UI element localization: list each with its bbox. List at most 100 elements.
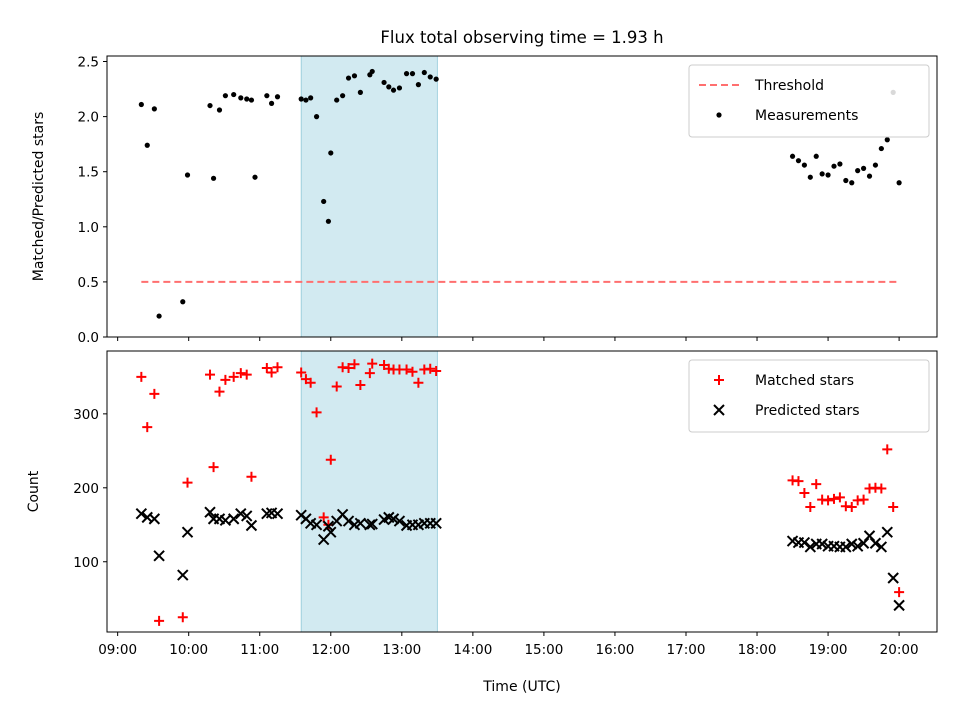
series-dot: [138, 68, 902, 319]
legend-box: [688, 359, 930, 433]
data-point: [857, 537, 870, 549]
data-point: [881, 526, 893, 538]
data-point: [860, 165, 867, 171]
data-point: [801, 162, 807, 168]
data-point: [823, 495, 834, 506]
data-point: [825, 172, 831, 178]
x-tick-label: 13:00: [382, 642, 421, 658]
x-tick-label: 17:00: [667, 642, 706, 658]
data-point: [241, 510, 253, 522]
data-point: [355, 380, 366, 391]
data-point: [386, 84, 392, 90]
data-point: [325, 454, 336, 465]
shaded-span: [300, 350, 438, 633]
plot-frame: [106, 55, 938, 338]
data-point: [340, 93, 346, 99]
data-point: [798, 536, 811, 549]
data-point: [210, 175, 217, 181]
x-tick-label: 10:00: [169, 642, 208, 658]
data-point: [819, 171, 825, 177]
data-point: [331, 381, 342, 392]
data-point: [415, 82, 421, 88]
data-point: [364, 368, 375, 379]
data-point: [156, 313, 162, 319]
data-point: [298, 96, 304, 102]
data-point: [869, 537, 882, 549]
data-point: [310, 519, 323, 531]
legend-marker: [713, 404, 725, 416]
data-point: [227, 513, 240, 525]
data-point: [222, 93, 229, 99]
data-point: [813, 153, 819, 159]
data-point: [144, 142, 150, 148]
x-tick-label: 18:00: [738, 642, 777, 658]
data-point: [349, 359, 360, 370]
data-point: [407, 366, 418, 377]
legend: Threshold Measurements: [688, 64, 930, 138]
data-point: [241, 369, 252, 380]
data-point: [311, 407, 322, 418]
data-point: [366, 518, 378, 530]
legend-label: Measurements: [755, 108, 858, 124]
data-point: [433, 76, 439, 82]
data-point: [180, 299, 186, 305]
x-tick-label: 14:00: [453, 642, 492, 658]
data-point: [148, 513, 161, 525]
data-point: [238, 95, 244, 101]
data-point: [305, 377, 316, 388]
data-point: [354, 517, 367, 530]
legend-label: Threshold: [754, 78, 824, 94]
data-point: [789, 153, 796, 159]
data-point: [184, 172, 191, 178]
data-point: [805, 502, 816, 513]
data-point: [367, 358, 378, 369]
data-point: [342, 515, 355, 527]
data-point: [381, 79, 387, 86]
data-point: [811, 479, 822, 490]
series-plus: [136, 358, 905, 626]
data-point: [208, 462, 219, 473]
data-point: [837, 161, 843, 167]
data-point: [409, 71, 416, 77]
data-point: [228, 371, 239, 382]
data-point: [235, 507, 247, 520]
data-point: [804, 541, 817, 553]
data-point: [271, 507, 284, 520]
data-point: [235, 368, 246, 379]
data-point: [421, 69, 427, 76]
data-point: [390, 87, 397, 93]
x-tick-label: 19:00: [809, 642, 848, 658]
x-tick-label: 20:00: [880, 642, 919, 658]
legend-label: Predicted stars: [755, 403, 860, 419]
data-point: [884, 137, 890, 143]
data-point: [413, 377, 424, 388]
data-point: [834, 492, 845, 503]
data-point: [846, 538, 858, 550]
data-point: [888, 502, 899, 513]
x-tick-label: 15:00: [524, 642, 563, 658]
data-point: [876, 483, 887, 494]
data-point: [851, 540, 864, 552]
data-point: [220, 374, 231, 385]
data-point: [318, 512, 329, 523]
data-point: [855, 168, 861, 174]
y-tick-label: 0.0: [78, 330, 99, 346]
data-point: [799, 487, 810, 498]
chart-title: Flux total observing time = 1.93 h: [380, 28, 663, 47]
data-point: [207, 102, 213, 109]
data-point: [345, 75, 352, 81]
data-point: [248, 97, 255, 103]
data-point: [894, 587, 905, 598]
data-point: [321, 198, 327, 205]
y-tick-label: 2.5: [78, 55, 99, 71]
data-point: [325, 218, 332, 224]
data-point: [268, 100, 275, 106]
data-point: [882, 444, 893, 455]
data-point: [266, 367, 277, 378]
data-point: [261, 363, 272, 374]
shaded-span: [300, 55, 438, 338]
data-point: [216, 107, 223, 113]
data-point: [328, 150, 334, 156]
data-point: [430, 517, 442, 530]
